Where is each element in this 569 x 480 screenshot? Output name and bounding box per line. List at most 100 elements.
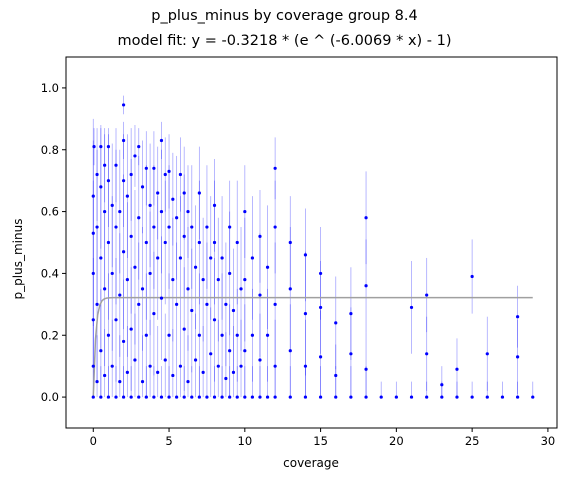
data-point	[193, 265, 198, 269]
data-point	[167, 395, 171, 399]
data-point	[216, 364, 220, 368]
data-point	[95, 172, 99, 177]
data-point	[99, 145, 103, 149]
data-point	[171, 278, 175, 282]
data-point	[163, 172, 167, 177]
data-point	[220, 333, 224, 337]
data-point	[152, 395, 156, 399]
data-point	[114, 318, 118, 322]
x-axis-label: coverage	[283, 456, 339, 470]
data-point	[137, 145, 141, 149]
data-point	[175, 216, 179, 220]
data-point	[171, 373, 175, 378]
data-point	[303, 395, 308, 399]
data-point	[197, 191, 201, 195]
data-point	[190, 395, 194, 399]
x-tick-label: 25	[465, 434, 480, 448]
data-point	[133, 154, 137, 158]
data-point	[156, 256, 160, 260]
data-point	[144, 333, 148, 337]
data-point	[133, 265, 137, 269]
data-point	[186, 287, 190, 291]
data-point	[303, 312, 308, 316]
data-point	[103, 209, 107, 214]
data-point	[156, 370, 160, 374]
data-point	[216, 278, 220, 282]
data-point	[106, 333, 111, 337]
data-point	[201, 278, 205, 282]
data-point	[231, 308, 236, 313]
y-tick-label: 1.0	[41, 81, 59, 95]
data-point	[349, 352, 353, 356]
data-point	[349, 312, 353, 316]
data-point	[182, 234, 186, 238]
data-point	[485, 352, 489, 356]
data-point	[334, 395, 338, 399]
data-point	[159, 138, 164, 143]
data-point	[205, 302, 209, 306]
data-point	[152, 166, 156, 170]
data-point	[455, 367, 459, 371]
data-point	[163, 240, 167, 245]
data-point	[186, 380, 190, 384]
data-point	[515, 395, 520, 399]
data-point	[182, 395, 186, 399]
data-point	[133, 358, 137, 362]
data-point	[118, 293, 122, 297]
data-point	[159, 209, 164, 214]
data-point	[334, 373, 338, 378]
data-point	[224, 376, 228, 381]
data-point	[258, 395, 262, 399]
data-point	[409, 395, 414, 399]
data-point	[92, 145, 96, 149]
data-point	[125, 194, 129, 198]
data-point	[91, 318, 95, 322]
data-point	[99, 349, 103, 353]
chart-subtitle: model fit: y = -0.3218 * (e ^ (-6.0069 *…	[117, 33, 452, 49]
data-point	[175, 395, 179, 399]
data-point	[106, 240, 111, 245]
data-point	[212, 240, 217, 245]
data-point	[250, 395, 254, 399]
x-tick-label: 30	[541, 434, 556, 448]
data-point	[129, 172, 133, 177]
data-point	[250, 256, 254, 260]
data-point	[148, 203, 152, 207]
data-point	[137, 395, 141, 399]
data-point	[144, 395, 148, 399]
data-point	[159, 395, 164, 399]
data-point	[167, 225, 171, 229]
data-point	[235, 333, 239, 337]
data-point	[243, 278, 247, 282]
data-point	[121, 138, 126, 143]
data-point	[201, 370, 205, 374]
plot-area	[91, 95, 535, 399]
data-point	[273, 225, 277, 229]
y-tick-label: 0.0	[41, 390, 59, 404]
data-point	[91, 364, 95, 368]
data-point	[156, 191, 160, 195]
data-point	[91, 194, 95, 198]
data-point	[129, 327, 133, 331]
data-point	[394, 395, 398, 399]
data-point	[440, 395, 444, 399]
data-point	[197, 333, 201, 337]
data-point	[258, 234, 262, 238]
data-point	[228, 349, 232, 353]
data-point	[95, 380, 99, 384]
data-point	[140, 287, 145, 291]
x-tick-label: 5	[165, 434, 172, 448]
data-point	[140, 380, 145, 384]
data-point	[425, 352, 429, 356]
data-point	[288, 287, 292, 291]
data-point	[106, 179, 111, 183]
plot-frame	[65, 56, 558, 429]
data-point	[125, 370, 129, 374]
data-point	[118, 209, 122, 214]
y-tick-label: 0.6	[41, 205, 59, 219]
data-point	[470, 274, 474, 279]
data-point	[485, 395, 489, 399]
data-point	[103, 163, 107, 167]
y-tick-label: 0.4	[41, 266, 59, 280]
